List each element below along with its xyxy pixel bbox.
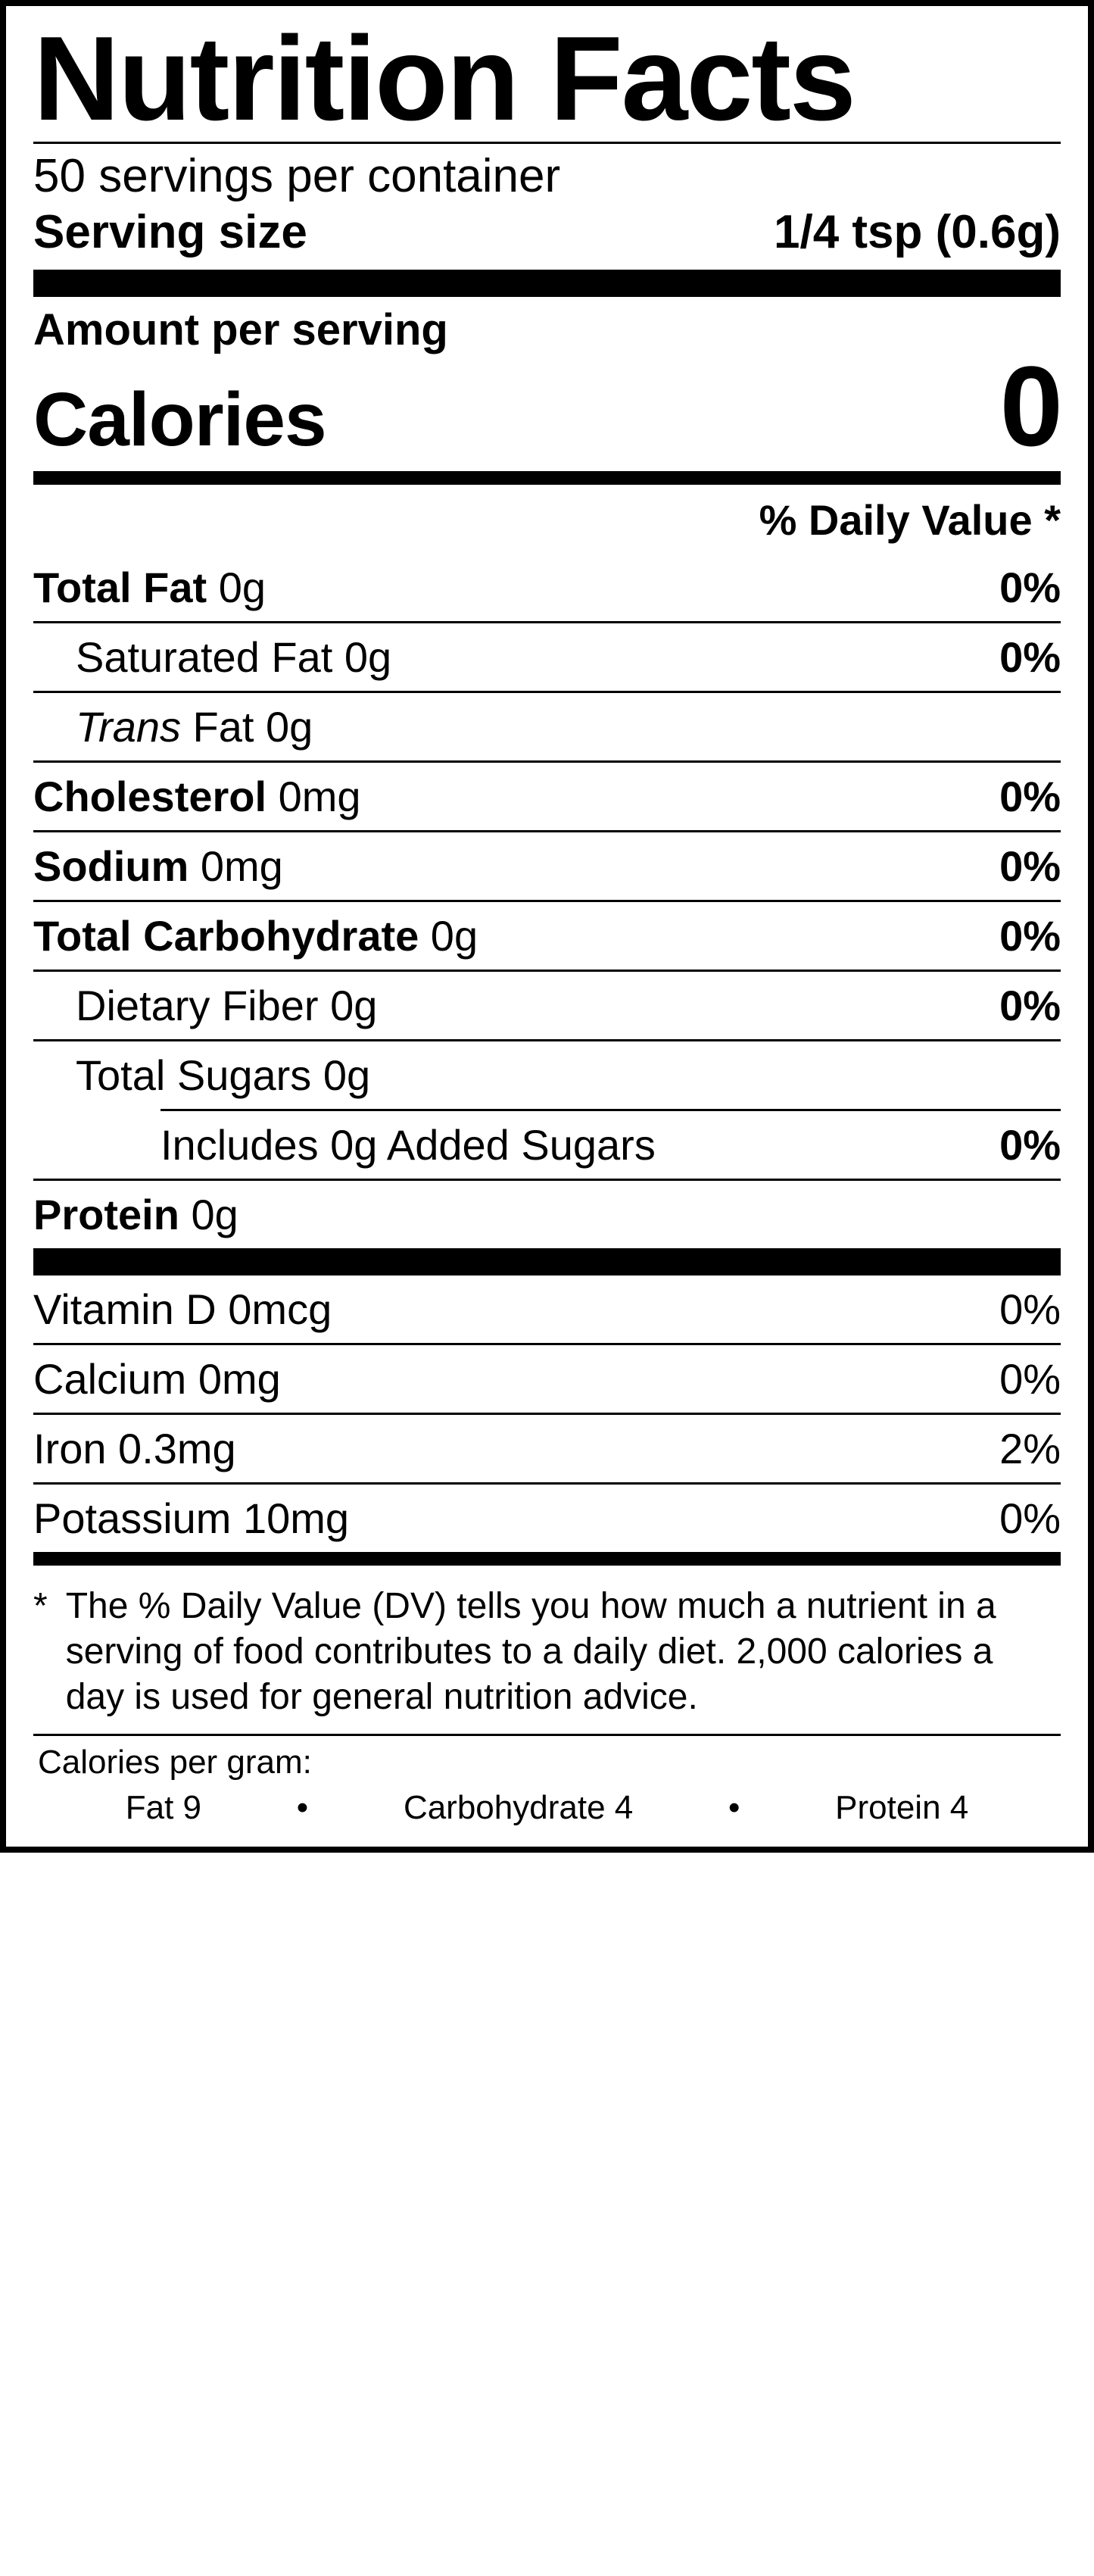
nutrient-name: Sodium 0mg (33, 841, 283, 891)
vitamin-row: Potassium 10mg 0% (33, 1482, 1061, 1552)
footnote: * The % Daily Value (DV) tells you how m… (33, 1566, 1061, 1734)
vitamin-dv: 0% (999, 1354, 1061, 1404)
calories-per-gram-label: Calories per gram: (33, 1736, 1061, 1786)
vitamin-dv: 2% (999, 1424, 1061, 1473)
nutrient-name: Cholesterol 0mg (33, 772, 361, 821)
rule-thick (33, 270, 1061, 297)
dot-icon: • (725, 1789, 743, 1827)
calories-per-gram-row: Fat 9 • Carbohydrate 4 • Protein 4 (33, 1786, 1061, 1831)
partial-rule (33, 1109, 1061, 1111)
nutrient-row: Total Sugars 0g (33, 1039, 1061, 1109)
serving-size-label: Serving size (33, 205, 307, 259)
calories-label: Calories (33, 376, 326, 464)
serving-size-value: 1/4 tsp (0.6g) (774, 205, 1061, 259)
servings-per-container: 50 servings per container (33, 144, 1061, 205)
nutrient-row: Trans Fat 0g (33, 691, 1061, 760)
daily-value-header: % Daily Value * (33, 485, 1061, 554)
vitamin-row: Iron 0.3mg 2% (33, 1413, 1061, 1482)
nutrient-name: Total Fat 0g (33, 563, 266, 612)
nutrient-name: Protein 0g (33, 1190, 238, 1239)
rule-med (33, 1552, 1061, 1566)
nutrition-facts-panel: Nutrition Facts 50 servings per containe… (0, 0, 1094, 1853)
nutrient-name: Total Sugars 0g (33, 1051, 370, 1100)
nutrient-dv: 0% (999, 772, 1061, 821)
nutrient-row: Includes 0g Added Sugars 0% (33, 1111, 1061, 1179)
rule-thick (33, 1248, 1061, 1276)
vitamin-dv: 0% (999, 1494, 1061, 1543)
nutrients-main: Total Fat 0g 0% Saturated Fat 0g 0% Trans Fa… (33, 554, 1061, 1248)
rule-med (33, 471, 1061, 485)
dot-icon: • (294, 1789, 311, 1827)
footnote-text: The % Daily Value (DV) tells you how muc… (66, 1584, 1061, 1720)
cpg-item: Fat 9 (126, 1789, 201, 1827)
amount-per-serving-label: Amount per serving (33, 297, 1061, 355)
nutrient-row: Dietary Fiber 0g 0% (33, 970, 1061, 1039)
nutrient-row: Saturated Fat 0g 0% (33, 621, 1061, 691)
nutrient-dv: 0% (999, 981, 1061, 1030)
nutrient-row: Protein 0g (33, 1179, 1061, 1248)
nutrients-vitamins: Vitamin D 0mcg 0% Calcium 0mg 0% Iron 0.3mg 2… (33, 1276, 1061, 1552)
nutrient-dv: 0% (999, 563, 1061, 612)
cpg-item: Protein 4 (835, 1789, 968, 1827)
nutrient-name: Dietary Fiber 0g (33, 981, 377, 1030)
vitamin-name: Iron 0.3mg (33, 1424, 236, 1473)
vitamin-row: Calcium 0mg 0% (33, 1343, 1061, 1413)
nutrient-name: Saturated Fat 0g (33, 632, 391, 682)
footnote-asterisk: * (33, 1584, 48, 1720)
vitamin-name: Vitamin D 0mcg (33, 1285, 332, 1334)
nutrient-dv: 0% (999, 632, 1061, 682)
calories-value: 0 (1000, 355, 1061, 457)
nutrient-name: Trans Fat 0g (33, 702, 313, 751)
vitamin-dv: 0% (999, 1285, 1061, 1334)
vitamin-name: Calcium 0mg (33, 1354, 281, 1404)
nutrient-row: Total Fat 0g 0% (33, 554, 1061, 621)
vitamin-name: Potassium 10mg (33, 1494, 349, 1543)
nutrient-dv: 0% (999, 1120, 1061, 1169)
calories-row: Calories 0 (33, 355, 1061, 471)
vitamin-row: Vitamin D 0mcg 0% (33, 1276, 1061, 1343)
nutrient-row: Sodium 0mg 0% (33, 830, 1061, 900)
nutrient-row: Total Carbohydrate 0g 0% (33, 900, 1061, 970)
nutrient-dv: 0% (999, 911, 1061, 960)
page-title: Nutrition Facts (33, 24, 1061, 142)
nutrient-name: Includes 0g Added Sugars (33, 1120, 656, 1169)
nutrient-row: Cholesterol 0mg 0% (33, 760, 1061, 830)
nutrient-dv: 0% (999, 841, 1061, 891)
nutrient-name: Total Carbohydrate 0g (33, 911, 478, 960)
cpg-item: Carbohydrate 4 (404, 1789, 633, 1827)
serving-size-row: Serving size 1/4 tsp (0.6g) (33, 205, 1061, 270)
